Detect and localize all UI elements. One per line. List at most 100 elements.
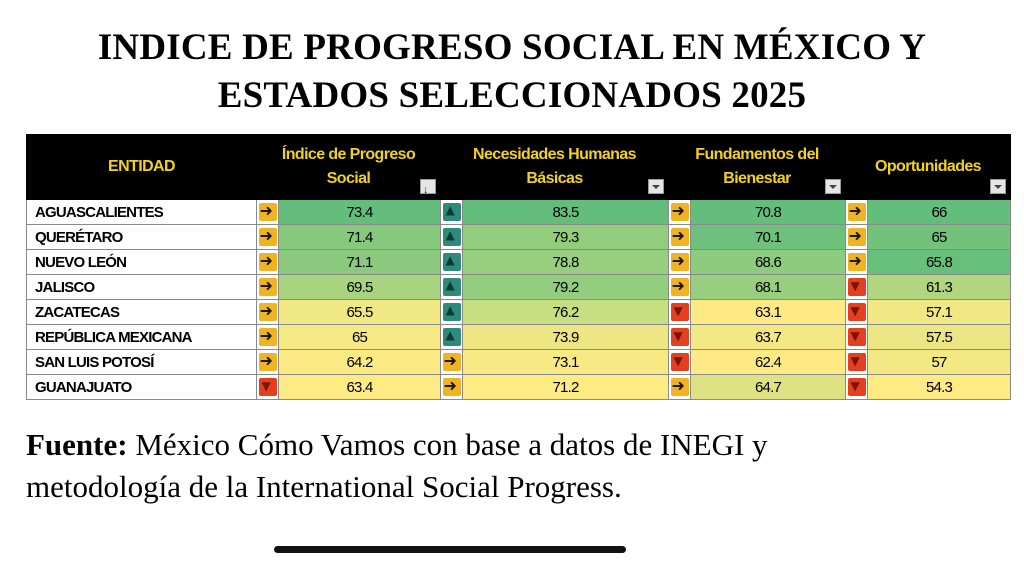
nhb-value: 83.5 <box>462 199 669 225</box>
fb-trend-cell <box>668 249 691 275</box>
table-row: ZACATECAS 65.5 76.2 63.1 57.1 <box>26 299 1011 325</box>
arrow-right-icon <box>847 226 866 247</box>
nhb-trend-cell <box>440 299 463 325</box>
header-entidad: ENTIDAD <box>26 134 257 200</box>
op-value: 57.5 <box>867 324 1011 350</box>
header-nhb: Necesidades Humanas Básicas <box>440 134 669 200</box>
arrow-right-icon <box>670 226 689 247</box>
op-trend-cell <box>845 374 868 400</box>
sort-filter-button[interactable] <box>420 178 436 202</box>
fb-trend-cell <box>668 299 691 325</box>
entity-name: JALISCO <box>26 274 257 300</box>
nhb-trend-cell <box>440 199 463 225</box>
arrow-down-icon <box>258 378 277 397</box>
op-value: 65 <box>867 224 1011 250</box>
arrow-right-icon <box>258 326 277 347</box>
fb-value: 63.7 <box>690 324 846 350</box>
op-trend-cell <box>845 249 868 275</box>
arrow-up-icon <box>442 328 461 347</box>
filter-dropdown-button[interactable] <box>825 179 841 194</box>
arrow-right-icon <box>258 201 277 222</box>
entity-name: ZACATECAS <box>26 299 257 325</box>
ips-value: 65.5 <box>278 299 441 325</box>
nhb-value: 71.2 <box>462 374 669 400</box>
ips-trend-cell <box>256 324 279 350</box>
source-text-line2: metodología de la International Social P… <box>26 469 622 504</box>
entity-name: AGUASCALIENTES <box>26 199 257 225</box>
table-row: GUANAJUATO 63.4 71.2 64.7 54.3 <box>26 374 1011 400</box>
arrow-right-icon <box>258 301 277 322</box>
table-row: JALISCO 69.5 79.2 68.1 61.3 <box>26 274 1011 300</box>
arrow-down-icon <box>847 278 866 297</box>
arrow-down-icon <box>847 353 866 372</box>
fb-value: 64.7 <box>690 374 846 400</box>
arrow-down-icon <box>670 303 689 322</box>
arrow-right-icon <box>670 201 689 222</box>
header-nhb-line2: Básicas <box>526 170 583 187</box>
ips-value: 64.2 <box>278 349 441 375</box>
nhb-value: 73.9 <box>462 324 669 350</box>
ips-trend-cell <box>256 299 279 325</box>
nhb-trend-cell <box>440 324 463 350</box>
fb-trend-cell <box>668 274 691 300</box>
table-row: REPÚBLICA MEXICANA 65 73.9 63.7 57.5 <box>26 324 1011 350</box>
arrow-up-icon <box>442 203 461 222</box>
progress-table: ENTIDAD Índice de Progreso Social Necesid… <box>26 134 1011 400</box>
header-fb-line2: Bienestar <box>723 170 791 187</box>
arrow-right-icon <box>847 251 866 272</box>
fb-value: 70.8 <box>690 199 846 225</box>
op-trend-cell <box>845 199 868 225</box>
arrow-right-icon <box>670 251 689 272</box>
title-line-2: ESTADOS SELECCIONADOS 2025 <box>217 75 807 116</box>
ips-value: 73.4 <box>278 199 441 225</box>
table-header-row: ENTIDAD Índice de Progreso Social Necesid… <box>26 134 1011 202</box>
entity-name: GUANAJUATO <box>26 374 257 400</box>
header-ips-line2: Social <box>326 170 371 187</box>
fb-trend-cell <box>668 224 691 250</box>
table-row: AGUASCALIENTES 73.4 83.5 70.8 66 <box>26 199 1011 225</box>
op-value: 65.8 <box>867 249 1011 275</box>
nhb-value: 78.8 <box>462 249 669 275</box>
nhb-value: 79.2 <box>462 274 669 300</box>
source-text: México Cómo Vamos con base a datos de IN… <box>127 427 768 462</box>
arrow-right-icon <box>442 376 461 397</box>
op-trend-cell <box>845 299 868 325</box>
fb-value: 68.1 <box>690 274 846 300</box>
header-fb-line1: Fundamentos del <box>695 146 819 163</box>
table-row: SAN LUIS POTOSÍ 64.2 73.1 62.4 57 <box>26 349 1011 375</box>
op-value: 57 <box>867 349 1011 375</box>
nhb-value: 76.2 <box>462 299 669 325</box>
fb-trend-cell <box>668 324 691 350</box>
op-trend-cell <box>845 224 868 250</box>
table-row: NUEVO LEÓN 71.1 78.8 68.6 65.8 <box>26 249 1011 275</box>
ips-value: 65 <box>278 324 441 350</box>
filter-dropdown-button[interactable] <box>648 179 664 194</box>
fb-value: 70.1 <box>690 224 846 250</box>
arrow-right-icon <box>670 276 689 297</box>
nhb-trend-cell <box>440 274 463 300</box>
source-note: Fuente: México Cómo Vamos con base a dat… <box>26 424 1016 508</box>
fb-value: 68.6 <box>690 249 846 275</box>
ips-trend-cell <box>256 199 279 225</box>
arrow-right-icon <box>670 376 689 397</box>
op-trend-cell <box>845 274 868 300</box>
arrow-down-icon <box>670 328 689 347</box>
ips-trend-cell <box>256 274 279 300</box>
ips-value: 71.1 <box>278 249 441 275</box>
arrow-down-icon <box>847 328 866 347</box>
arrow-right-icon <box>258 351 277 372</box>
nhb-value: 79.3 <box>462 224 669 250</box>
source-label: Fuente: <box>26 427 128 462</box>
header-fb: Fundamentos del Bienestar <box>668 134 846 200</box>
nhb-trend-cell <box>440 374 463 400</box>
header-ips: Índice de Progreso Social <box>256 134 441 202</box>
home-indicator[interactable] <box>274 546 626 553</box>
filter-dropdown-button[interactable] <box>990 179 1006 194</box>
ips-trend-cell <box>256 249 279 275</box>
entity-name: NUEVO LEÓN <box>26 249 257 275</box>
arrow-right-icon <box>847 201 866 222</box>
op-value: 54.3 <box>867 374 1011 400</box>
entity-name: QUERÉTARO <box>26 224 257 250</box>
arrow-right-icon <box>258 226 277 247</box>
arrow-right-icon <box>442 351 461 372</box>
